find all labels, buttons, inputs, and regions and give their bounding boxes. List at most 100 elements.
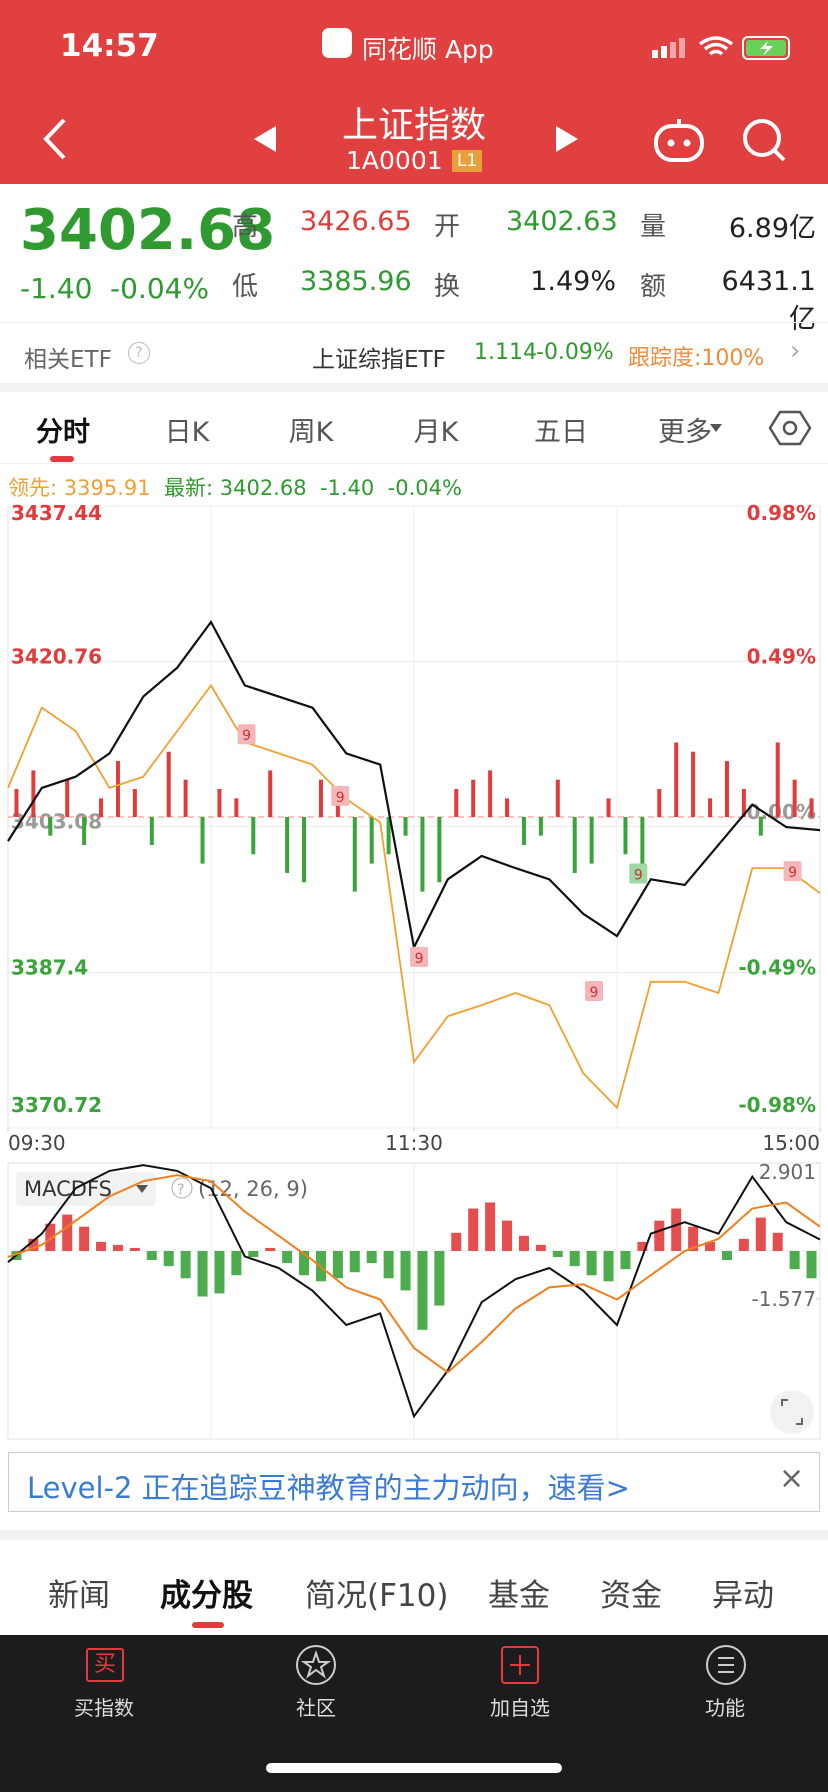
bottom-bar-label[interactable]: 加自选 — [490, 1696, 550, 1720]
macd-bar — [434, 1250, 445, 1306]
stat-label: 量 — [640, 212, 667, 242]
macd-selector[interactable] — [16, 1172, 156, 1206]
price-change: -1.40 — [20, 272, 93, 305]
home-indicator — [266, 1763, 562, 1773]
period-tab[interactable]: 日K — [164, 417, 210, 448]
breadth-bar — [149, 817, 154, 845]
help-icon[interactable] — [171, 1177, 193, 1199]
breadth-bar — [369, 817, 374, 864]
macd-bar — [231, 1250, 242, 1276]
bottom-bar-label[interactable]: 功能 — [705, 1696, 745, 1720]
y2-tick-label: 0.98% — [747, 501, 816, 525]
macd-bar — [45, 1223, 56, 1251]
breadth-bar — [99, 798, 104, 817]
price: 3402.68 — [20, 198, 276, 263]
next-button[interactable] — [554, 124, 580, 154]
help-icon[interactable]: ? — [128, 342, 150, 364]
macd-bar — [248, 1250, 259, 1258]
stat-value: 6.89亿 — [728, 213, 816, 244]
macd-bar — [772, 1232, 783, 1251]
charging-bolt — [760, 41, 773, 56]
charts: MACDFS ? (12, 26, 9) 3437.443420.763403.… — [7, 501, 821, 1440]
signal-badge-label: 9 — [415, 951, 424, 967]
signal-badge-label: 9 — [242, 728, 251, 744]
series-line — [7, 683, 821, 1110]
macd-bar — [603, 1250, 614, 1282]
robot-button[interactable] — [652, 116, 708, 164]
period-tab[interactable]: 月K — [413, 417, 459, 448]
breadth-bar — [31, 770, 36, 817]
macd-bar — [282, 1250, 293, 1264]
active-tab-indicator — [192, 1622, 224, 1628]
breadth-bar — [809, 798, 814, 817]
legend-change: -1.40 — [319, 476, 375, 500]
y-tick-label: 2.901 — [759, 1160, 816, 1184]
banner-close[interactable]: × — [779, 1461, 805, 1496]
promo-banner[interactable]: Level-2 正在追踪豆神教育的主力动向，速看> × — [8, 1452, 820, 1512]
x-tick-label: 09:30 — [8, 1131, 66, 1155]
prev-button[interactable] — [252, 124, 278, 154]
page-title: 上证指数 — [341, 105, 486, 146]
y-tick-label: 3387.4 — [11, 956, 88, 980]
breadth-bar — [657, 789, 662, 817]
breadth-bar — [285, 817, 290, 873]
search-button[interactable] — [740, 116, 790, 166]
y-tick-label: 3437.44 — [11, 501, 102, 525]
signal-bar — [670, 42, 676, 58]
macd-bar — [569, 1250, 580, 1267]
settings-button[interactable] — [768, 406, 812, 450]
breadth-bar — [420, 817, 425, 892]
macd-bar — [688, 1226, 699, 1251]
macd-bar — [112, 1244, 123, 1251]
stat-label: 换 — [434, 272, 461, 302]
etf-tracking: 跟踪度:100% — [628, 346, 765, 371]
community-icon — [296, 1645, 336, 1685]
macd-bar — [400, 1250, 411, 1291]
info-tab[interactable]: 简况(F10) — [305, 1578, 449, 1614]
bottom-bar-label[interactable]: 社区 — [296, 1696, 336, 1720]
period-tab[interactable]: 更多 — [658, 417, 712, 448]
macd-bar — [79, 1226, 90, 1251]
period-tab[interactable]: 五日 — [534, 417, 588, 448]
info-tab[interactable]: 资金 — [600, 1578, 662, 1614]
breadth-bar — [555, 779, 560, 817]
breadth-bar — [437, 817, 442, 883]
breadth-bar — [792, 779, 797, 817]
info-tab[interactable]: 异动 — [712, 1578, 774, 1614]
section-gap — [0, 1530, 828, 1540]
price-change-pct: -0.04% — [110, 272, 210, 305]
info-tab[interactable]: 成分股 — [160, 1578, 253, 1614]
macd-bar — [332, 1250, 343, 1279]
macd-bar — [383, 1250, 394, 1279]
dropdown-arrow — [136, 1185, 148, 1193]
expand-button[interactable] — [770, 1390, 814, 1434]
breadth-bar — [251, 817, 256, 855]
period-tab[interactable]: 分时 — [36, 417, 90, 448]
macd-bar — [502, 1220, 513, 1251]
breadth-bar — [318, 779, 323, 817]
back-button[interactable] — [40, 116, 70, 162]
stat-value: 1.49% — [530, 266, 616, 297]
macd-bar — [721, 1250, 732, 1261]
bottom-bar-label[interactable]: 买指数 — [74, 1696, 134, 1720]
breadth-bar — [589, 817, 594, 864]
etf-arrow[interactable]: › — [790, 336, 801, 366]
macd-bar — [417, 1250, 428, 1330]
info-tab[interactable]: 新闻 — [48, 1578, 110, 1614]
bottom-bar: 买 — [0, 1635, 828, 1792]
section-gap — [0, 383, 828, 392]
breadth-bar — [538, 817, 543, 836]
breadth-bar — [488, 770, 493, 817]
macd-line — [7, 1164, 821, 1419]
macd-bar — [451, 1232, 462, 1251]
macd-bar — [299, 1250, 310, 1276]
period-tab[interactable]: 周K — [288, 417, 334, 448]
breadth-bar — [758, 817, 763, 836]
info-tab[interactable]: 基金 — [488, 1578, 550, 1614]
stat-value: 3426.65 — [300, 206, 412, 237]
macd-bar — [518, 1235, 529, 1251]
battery — [742, 36, 790, 60]
header: 14:57 同花顺 App 上证指数 1A0001 L1 — [0, 0, 828, 184]
breadth-bar — [741, 789, 746, 817]
